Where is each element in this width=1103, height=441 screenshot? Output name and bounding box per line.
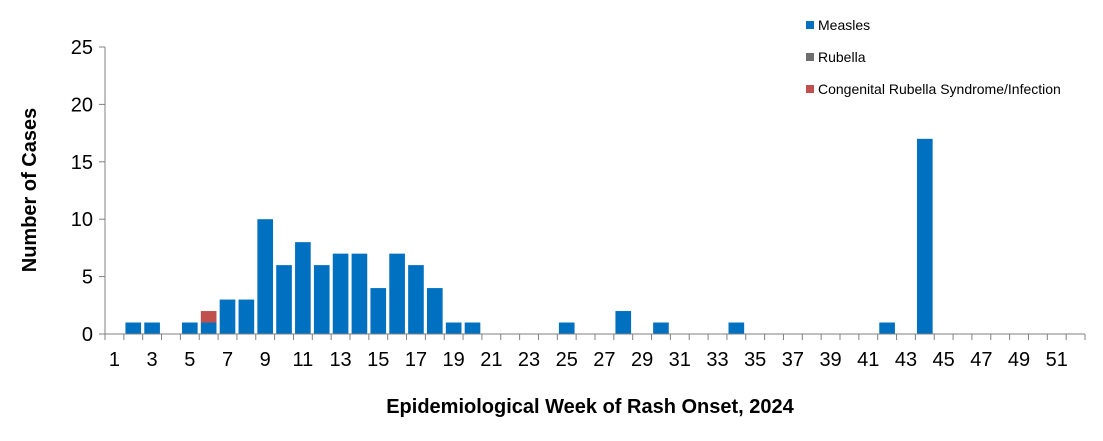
bar-week-16-measles: [389, 253, 405, 334]
x-tick-label: 11: [293, 349, 314, 371]
x-tick-label: 47: [970, 349, 992, 371]
bar-week-6-congenital-rubella-syndrome-infection: [200, 311, 217, 323]
legend-swatch: [806, 85, 814, 93]
bar-week-8-measles: [238, 299, 255, 334]
bar-week-17-measles: [408, 265, 424, 334]
x-tick-label: 35: [744, 349, 766, 371]
x-tick-label: 5: [184, 349, 195, 371]
x-tick-labels: 1 3 5 7 9 11 13 15 17 19 21 23 25 27 29 31 33 35 37 39 41 43 4…: [109, 349, 1068, 371]
bar-week-34-measles: [728, 322, 745, 334]
y-tick-label: 15: [71, 152, 93, 174]
y-tick-label: 0: [82, 324, 93, 346]
axes-group: [99, 46, 1086, 340]
bar-week-12-measles: [313, 265, 330, 334]
bar-week-20-measles: [464, 322, 481, 334]
x-tick-label: 13: [329, 349, 351, 371]
x-tick-label: 1: [109, 349, 120, 371]
x-tick-label: 31: [669, 349, 691, 371]
x-tick-label: 27: [593, 349, 615, 371]
bar-week-2-measles: [125, 322, 142, 334]
bar-week-14-measles: [351, 253, 368, 334]
bar-week-44-measles: [916, 138, 933, 334]
x-tick-label: 51: [1046, 349, 1068, 371]
bar-week-3-measles: [144, 322, 160, 334]
x-tick-label: 9: [260, 349, 271, 371]
x-tick-label: 19: [443, 349, 465, 371]
x-axis-title: Epidemiological Week of Rash Onset, 2024: [386, 396, 794, 418]
bar-week-42-measles: [879, 322, 895, 334]
bar-week-28-measles: [615, 311, 632, 334]
x-tick-label: 37: [782, 349, 804, 371]
x-tick-label: 21: [480, 349, 502, 371]
x-tick-label: 3: [147, 349, 158, 371]
legend-label: Measles: [818, 17, 870, 33]
x-tick-label: 17: [405, 349, 427, 371]
x-tick-label: 23: [518, 349, 540, 371]
y-tick-label: 5: [82, 267, 93, 289]
x-tick-label: 15: [367, 349, 389, 371]
bars-group: [125, 138, 933, 334]
bar-week-30-measles: [653, 322, 669, 334]
x-tick-label: 39: [819, 349, 841, 371]
y-tick-label: 10: [71, 209, 93, 231]
legend-swatch: [806, 21, 814, 29]
bar-week-15-measles: [370, 288, 387, 334]
y-tick-labels: 0 5 10 15 20 25: [71, 37, 93, 346]
x-tick-label: 29: [631, 349, 653, 371]
y-tick-label: 25: [71, 37, 93, 59]
x-tick-label: 45: [933, 349, 955, 371]
legend-label: Rubella: [818, 49, 866, 65]
y-axis-title: Number of Cases: [19, 108, 41, 273]
bar-week-11-measles: [295, 242, 311, 334]
legend-swatch: [806, 53, 814, 61]
x-tick-label: 43: [895, 349, 917, 371]
bar-week-10-measles: [276, 265, 292, 334]
bar-week-7-measles: [219, 299, 236, 334]
bar-week-5-measles: [181, 322, 198, 334]
x-tick-label: 25: [556, 349, 578, 371]
legend-label: Congenital Rubella Syndrome/Infection: [818, 81, 1061, 97]
bar-week-18-measles: [426, 288, 443, 334]
y-tick-label: 20: [71, 94, 93, 116]
x-tick-label: 49: [1008, 349, 1030, 371]
x-tick-label: 33: [706, 349, 728, 371]
x-tick-label: 7: [222, 349, 233, 371]
x-tick-label: 41: [857, 349, 879, 371]
bar-week-25-measles: [558, 322, 575, 334]
bar-week-19-measles: [445, 322, 462, 334]
bar-week-6-measles: [200, 322, 217, 334]
bar-week-9-measles: [257, 219, 274, 334]
bar-week-13-measles: [332, 253, 349, 334]
legend: Measles Rubella Congenital Rubella Syndrom…: [806, 17, 1061, 97]
